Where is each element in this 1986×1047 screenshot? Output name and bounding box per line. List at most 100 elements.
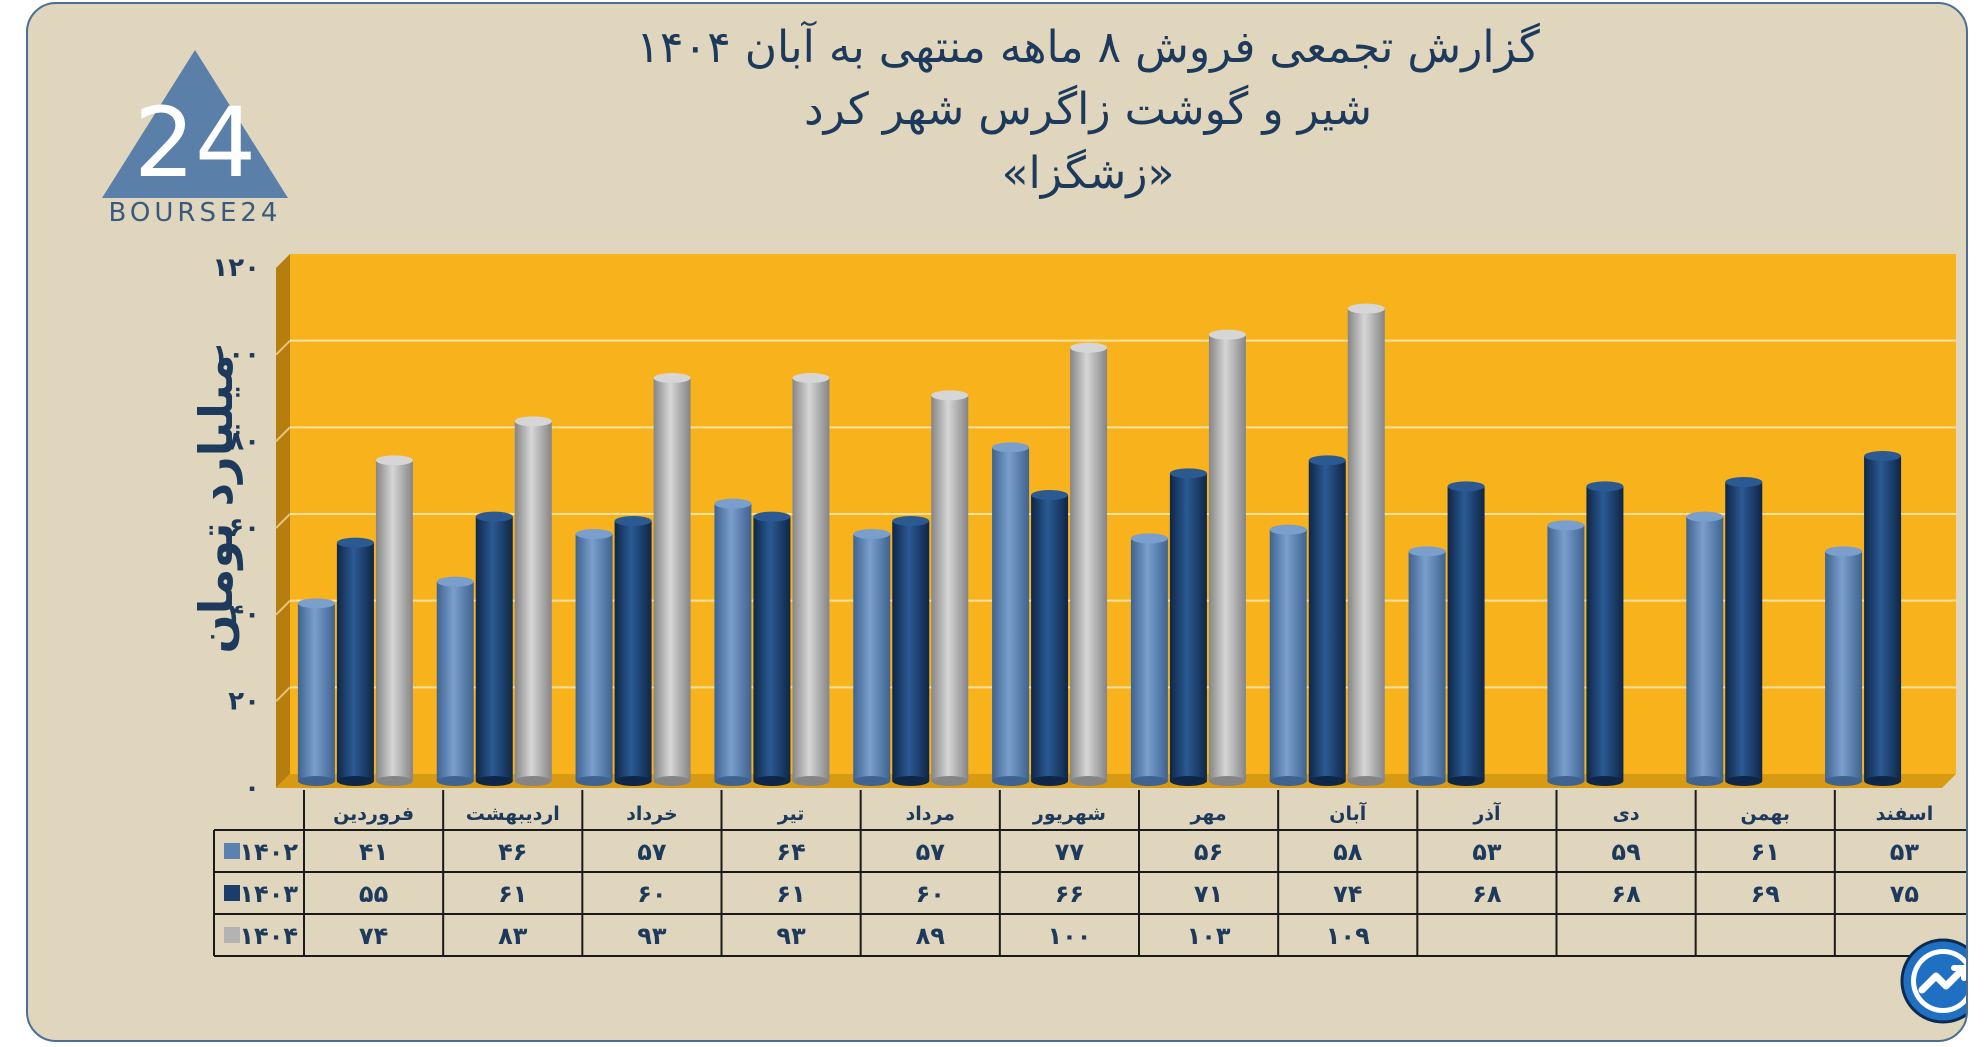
chart-title-line-1: گزارش تجمعی فروش ۸ ماهه منتهی به آبان ۱۴…	[636, 22, 1540, 73]
bar-base	[1308, 776, 1346, 786]
x-tick-label: آبان	[1329, 801, 1366, 825]
bar-cap	[1586, 481, 1624, 492]
bar-body	[1547, 525, 1585, 781]
bar-cap	[1169, 468, 1207, 479]
chart-card: ۰ ۲۰ ۴۰ ۶۰ ۸۰ ۱۰۰ ۱۲۰ فروردین اردیبهشت خرداد تیر مر…	[26, 2, 1968, 1042]
bar-base	[475, 776, 513, 786]
y-axis-label: میلیارد تومان	[189, 354, 243, 654]
gridline-side	[275, 339, 291, 356]
bar-base	[853, 776, 891, 786]
bar-body	[614, 521, 652, 781]
chart-title-line-2: شیر و گوشت زاگرس شهر کرد	[803, 84, 1372, 135]
bar-cap	[1864, 451, 1902, 461]
bar-body	[1864, 456, 1902, 781]
y-tick-label: ۰	[244, 773, 260, 803]
bar-cap	[892, 516, 930, 526]
bar-base	[1208, 776, 1246, 786]
bar-cap	[714, 498, 752, 509]
bar	[1130, 533, 1168, 786]
bar-body	[753, 516, 791, 781]
bar-cap	[653, 373, 691, 383]
bar-cap	[1031, 490, 1069, 500]
bar-cap	[1825, 546, 1863, 557]
bar-body	[892, 521, 930, 781]
bar-body	[931, 395, 969, 781]
data-label: ۶۹	[1751, 880, 1781, 908]
x-tick-label: آذر	[1472, 801, 1501, 825]
data-label: ۶۴	[776, 838, 805, 866]
x-tick-label: فروردین	[333, 803, 414, 825]
bar-body	[436, 581, 474, 781]
bar-body	[297, 603, 335, 781]
data-label: ۵۷	[637, 838, 667, 866]
bar	[892, 516, 930, 786]
bar	[614, 516, 652, 786]
bar-cap	[336, 537, 374, 548]
logo-mark: 24	[134, 87, 256, 199]
bar	[1825, 546, 1863, 786]
data-label: ۱۰۳	[1187, 922, 1231, 950]
bar-body	[714, 503, 752, 781]
y-tick-label: ۶۰	[228, 513, 260, 543]
bourse24-logo: 24	[102, 50, 288, 199]
bar-base	[1686, 776, 1724, 786]
bar-base	[1825, 776, 1863, 786]
data-label: ۴۱	[359, 838, 388, 866]
bar-base	[1864, 776, 1902, 786]
bar	[1308, 455, 1346, 786]
legend-swatch	[224, 927, 240, 943]
bar-cap	[1447, 481, 1485, 492]
bar-base	[792, 776, 830, 786]
y-tick-label: ۸۰	[228, 426, 260, 456]
x-tick-label: مرداد	[905, 803, 955, 825]
bar-base	[1547, 776, 1585, 786]
bar-cap	[575, 529, 613, 539]
bar-cap	[853, 529, 891, 539]
data-label: ۷۵	[1890, 880, 1919, 908]
bar-cap	[297, 598, 335, 609]
data-label: ۶۰	[637, 880, 666, 908]
data-label: ۱۰۹	[1326, 922, 1370, 950]
y-tick-label: ۴۰	[228, 600, 260, 630]
bar-body	[653, 378, 691, 781]
data-label: ۶۱	[498, 880, 527, 908]
bar-base	[1070, 776, 1108, 786]
bar	[1208, 329, 1246, 786]
bar-cap	[1347, 303, 1385, 314]
data-label: ۷۷	[1055, 838, 1085, 866]
bar-base	[514, 776, 552, 786]
x-tick-label: شهریور	[1032, 803, 1106, 825]
data-label: ۷۱	[1194, 880, 1223, 908]
bar-cap	[1269, 524, 1307, 535]
bar-body	[575, 534, 613, 781]
bar-cap	[436, 576, 474, 587]
bar	[436, 576, 474, 786]
legend-label: ۱۴۰۴	[239, 922, 298, 950]
plot-floor	[276, 774, 1956, 788]
x-tick-label: دی	[1612, 803, 1639, 825]
bar	[792, 373, 830, 786]
trend-arrow-icon	[1900, 938, 1966, 1024]
bar-body	[475, 516, 513, 781]
data-label: ۸۹	[916, 922, 946, 950]
gridline-side	[275, 513, 291, 529]
bar-body	[336, 542, 374, 781]
bar-base	[1725, 776, 1763, 786]
bar-base	[1408, 776, 1446, 786]
bar	[1347, 303, 1385, 786]
bar-cap	[992, 442, 1030, 453]
bar-cap	[1408, 546, 1446, 557]
data-label: ۵۸	[1333, 838, 1363, 866]
bar-cap	[1070, 342, 1108, 353]
bar-base	[336, 776, 374, 786]
y-tick-label: ۲۰	[228, 686, 260, 716]
bar-cap	[614, 516, 652, 526]
data-label: ۹۳	[776, 922, 806, 950]
data-label: ۴۶	[498, 838, 527, 866]
bar-body	[1308, 460, 1346, 781]
bar-base	[714, 776, 752, 786]
bar-body	[1347, 308, 1385, 781]
bar-base	[614, 776, 652, 786]
bar-base	[375, 776, 413, 786]
bar-base	[1031, 776, 1069, 786]
